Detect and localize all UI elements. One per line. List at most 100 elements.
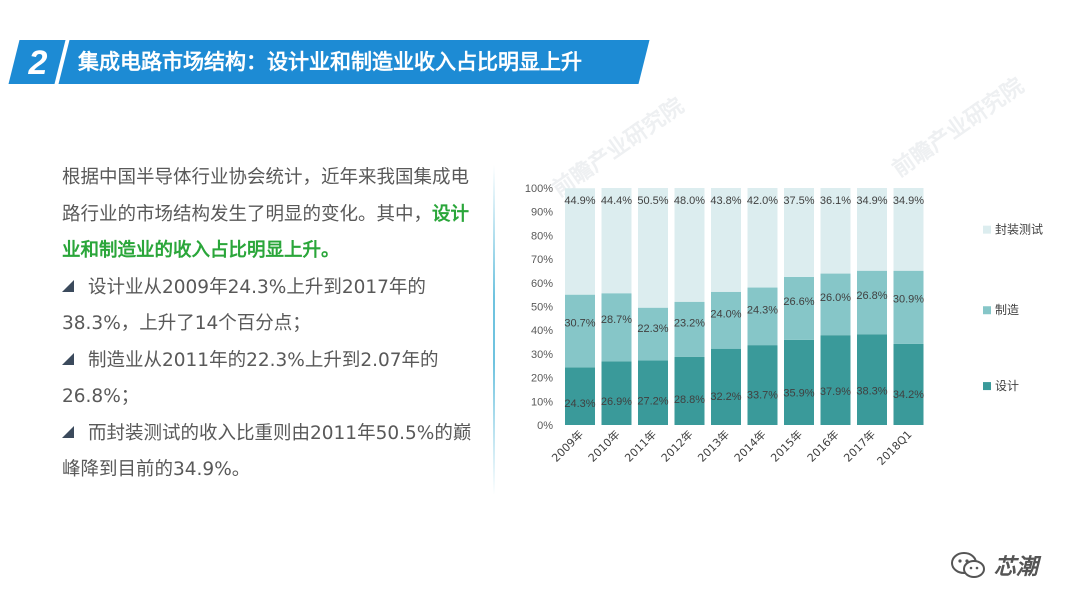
data-label: 32.2% <box>710 391 741 403</box>
x-tick-label: 2018Q1 <box>875 428 915 468</box>
data-label: 26.8% <box>856 290 887 302</box>
data-label: 43.8% <box>710 195 741 207</box>
y-tick-label: 90% <box>531 207 553 219</box>
bar-segment <box>674 356 705 425</box>
y-tick-label: 20% <box>531 373 553 385</box>
data-label: 26.9% <box>601 396 632 408</box>
bar-segment <box>565 294 595 368</box>
bar-segment <box>674 301 705 357</box>
bullet-text: 设计业从2009年24.3%上升到2017年的38.3%，上升了14个百分点； <box>62 276 426 335</box>
bar-segment <box>857 188 887 271</box>
y-tick-label: 30% <box>531 349 553 361</box>
triangle-bullet-icon <box>62 352 74 365</box>
x-tick-label: 2017年 <box>841 427 878 464</box>
y-tick-label: 0% <box>537 420 553 432</box>
bar-segment <box>893 343 924 425</box>
y-tick-label: 10% <box>531 396 553 408</box>
legend-swatch <box>983 306 991 315</box>
data-label: 34.9% <box>856 195 887 207</box>
bar-segment <box>601 361 632 425</box>
bar-segment <box>638 307 668 361</box>
bar-segment <box>784 188 814 277</box>
bar-segment <box>893 270 924 344</box>
data-label: 30.9% <box>893 294 924 306</box>
brand-name: 芯潮 <box>994 555 1039 580</box>
legend-label: 设计 <box>995 379 1019 393</box>
bar-segment <box>674 188 705 302</box>
x-tick-label: 2011年 <box>622 427 659 464</box>
data-label: 24.3% <box>564 398 595 410</box>
data-label: 37.5% <box>783 195 814 207</box>
bar-segment <box>747 345 778 425</box>
data-label: 24.3% <box>747 304 778 316</box>
data-label: 23.2% <box>674 318 705 330</box>
data-label: 35.9% <box>783 388 814 400</box>
x-tick-label: 2015年 <box>768 427 805 464</box>
data-label: 33.7% <box>747 390 778 402</box>
data-label: 37.9% <box>820 386 851 398</box>
bar-segment <box>601 188 632 294</box>
section-number: 2 <box>28 44 48 82</box>
bar-segment <box>565 367 595 425</box>
bar-segment <box>820 335 851 425</box>
intro-paragraph: 根据中国半导体行业协会统计，近年来我国集成电路行业的市场结构发生了明显的变化。其… <box>62 160 482 270</box>
data-label: 34.9% <box>893 195 924 207</box>
bar-segment <box>747 287 778 346</box>
bar-segment <box>601 293 632 362</box>
x-tick-label: 2010年 <box>585 427 622 464</box>
bullet-text: 制造业从2011年的22.3%上升到2.07年的26.8%； <box>62 349 439 408</box>
data-label: 22.3% <box>637 323 668 335</box>
bar-segment <box>711 348 741 425</box>
legend-label: 封装测试 <box>995 222 1043 237</box>
bullet-item: 而封装测试的收入比重则由2011年50.5%的巅峰降到目前的34.9%。 <box>62 416 482 489</box>
bar-segment <box>784 339 814 425</box>
y-tick-label: 50% <box>531 302 553 314</box>
y-tick-label: 60% <box>531 278 553 290</box>
data-label: 48.0% <box>674 195 705 207</box>
data-label: 34.2% <box>893 389 924 401</box>
data-label: 44.9% <box>564 195 595 207</box>
bar-segment <box>711 188 741 292</box>
data-label: 42.0% <box>747 195 778 207</box>
watermark: 前瞻产业研究院 <box>888 73 1029 183</box>
bar-segment <box>820 188 851 274</box>
bar-segment <box>747 188 778 288</box>
x-tick-label: 2012年 <box>658 427 695 464</box>
bar-segment <box>565 188 595 295</box>
data-label: 28.8% <box>674 394 705 406</box>
data-label: 36.1% <box>820 195 851 207</box>
stacked-bar-chart: 0% 10% 20% 30% 40% 50% 60% 70% 80% 90% 100% 24.3% 30… <box>525 183 1043 468</box>
data-label: 24.0% <box>710 308 741 320</box>
x-tick-label: 2016年 <box>804 427 841 464</box>
triangle-bullet-icon <box>62 425 74 438</box>
intro-text: 根据中国半导体行业协会统计，近年来我国集成电路行业的市场结构发生了明显的变化。其… <box>62 167 470 225</box>
bullet-text: 而封装测试的收入比重则由2011年50.5%的巅峰降到目前的34.9%。 <box>62 422 472 481</box>
highlight-text: 设计业和制造业的收入占比明显上升。 <box>62 203 470 262</box>
bullet-item: 设计业从2009年24.3%上升到2017年的38.3%，上升了14个百分点； <box>62 270 482 343</box>
legend-swatch <box>983 382 991 391</box>
x-tick-label: 2013年 <box>695 427 732 464</box>
data-label: 26.0% <box>820 292 851 304</box>
data-label: 26.6% <box>783 296 814 308</box>
bar-segment <box>638 360 668 425</box>
data-label: 28.7% <box>601 314 632 326</box>
page-title: 集成电路市场结构：设计业和制造业收入占比明显上升 <box>78 50 582 74</box>
bar-segment <box>638 188 668 308</box>
data-label: 30.7% <box>564 317 595 329</box>
legend-swatch <box>983 225 991 234</box>
x-tick-label: 2009年 <box>549 427 586 464</box>
triangle-bullet-icon <box>62 279 74 292</box>
bullet-item: 制造业从2011年的22.3%上升到2.07年的26.8%； <box>62 343 482 416</box>
data-label: 27.2% <box>637 396 668 408</box>
wechat-icon <box>951 552 985 578</box>
bar-segment <box>711 291 741 349</box>
divider <box>493 165 495 495</box>
y-tick-label: 70% <box>531 254 553 266</box>
bar-segment <box>857 270 887 335</box>
y-tick-label: 80% <box>531 230 553 242</box>
data-label: 50.5% <box>637 195 668 207</box>
body-text: 根据中国半导体行业协会统计，近年来我国集成电路行业的市场结构发生了明显的变化。其… <box>62 160 482 489</box>
bar-segment <box>784 276 814 340</box>
brand-footer: 芯潮 <box>950 550 1038 580</box>
data-label: 44.4% <box>601 195 632 207</box>
